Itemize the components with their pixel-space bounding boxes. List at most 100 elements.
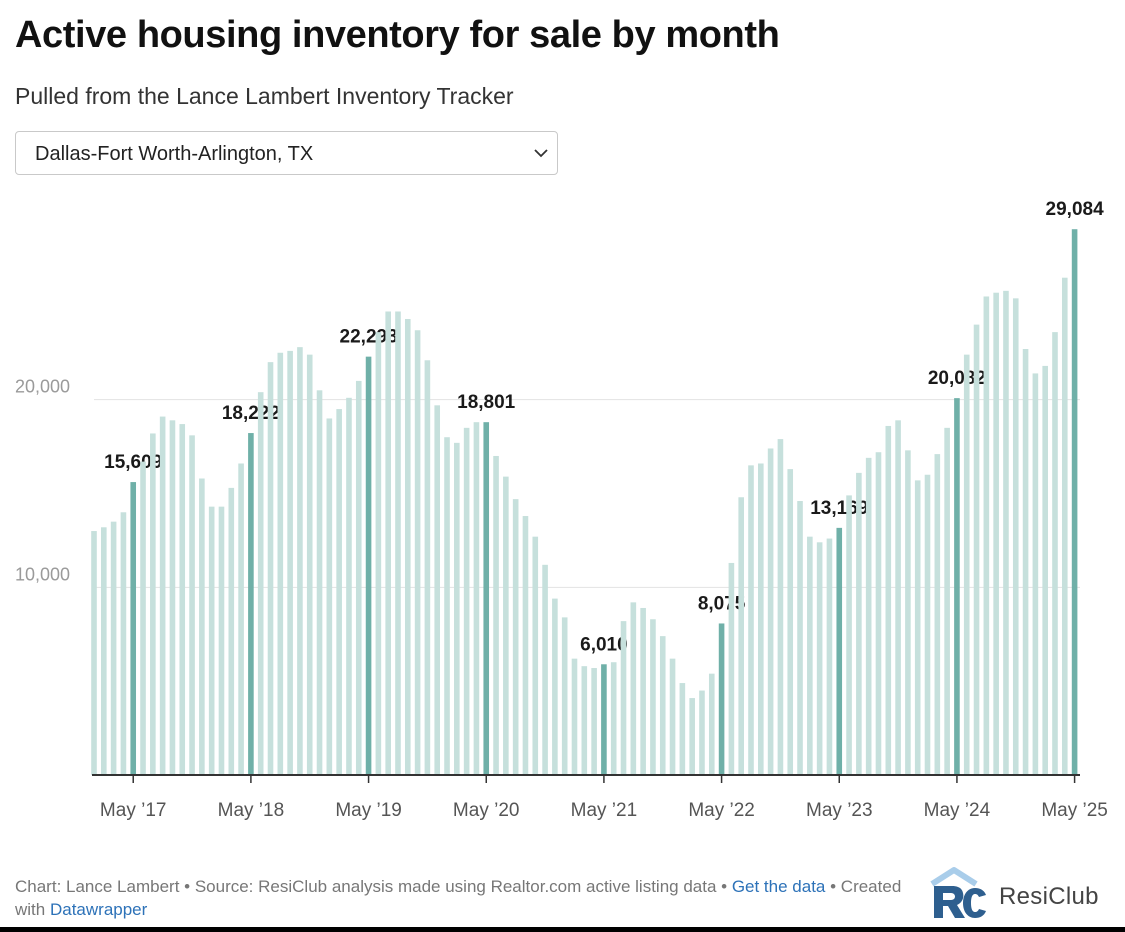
- data-label: 18,222: [222, 403, 280, 424]
- data-label: 18,801: [457, 392, 516, 413]
- highlight-bar: [601, 664, 607, 775]
- bar: [1012, 298, 1019, 775]
- x-tick-label: May ’17: [100, 800, 167, 821]
- bar: [738, 497, 744, 775]
- chevron-down-icon: [533, 145, 549, 166]
- bar: [355, 380, 362, 775]
- bar: [375, 332, 382, 775]
- bar: [610, 662, 617, 775]
- chart-footer: Chart: Lance Lambert • Source: ResiClub …: [15, 875, 905, 921]
- bar: [816, 542, 823, 775]
- data-label: 13,169: [810, 498, 868, 519]
- bar: [101, 527, 107, 775]
- bar: [189, 435, 195, 775]
- bar: [914, 480, 921, 775]
- bar: [797, 501, 803, 775]
- bar: [120, 512, 127, 775]
- bar: [777, 439, 784, 775]
- bar: [630, 602, 637, 775]
- x-tick-label: May ’19: [335, 800, 402, 821]
- bar: [983, 296, 990, 775]
- bar: [787, 469, 794, 775]
- bar: [287, 350, 293, 775]
- bar: [708, 673, 715, 775]
- get-the-data-link[interactable]: Get the data: [731, 877, 826, 896]
- highlight-bar: [836, 527, 843, 775]
- bar: [748, 465, 754, 775]
- bar: [905, 450, 911, 775]
- datawrapper-link[interactable]: Datawrapper: [49, 900, 148, 919]
- bar: [404, 318, 411, 775]
- bar: [532, 536, 539, 775]
- bar: [875, 452, 882, 775]
- chart-subtitle: Pulled from the Lance Lambert Inventory …: [15, 83, 514, 109]
- bar: [973, 324, 980, 775]
- bar: [395, 311, 401, 775]
- highlight-bar: [130, 482, 137, 775]
- bar: [767, 448, 774, 775]
- bar: [463, 427, 470, 775]
- metro-select-value: Dallas-Fort Worth-Arlington, TX: [35, 143, 314, 165]
- bar: [1042, 365, 1048, 775]
- bar: [228, 487, 235, 775]
- bar: [512, 499, 519, 775]
- bar: [218, 506, 225, 775]
- x-tick-label: May ’24: [924, 800, 991, 821]
- bar: [434, 405, 441, 775]
- bar: [159, 416, 166, 775]
- data-label: 29,084: [1046, 199, 1105, 220]
- x-tick-label: May ’23: [806, 800, 873, 821]
- x-tick-label: May ’20: [453, 800, 520, 821]
- bar: [846, 495, 852, 775]
- bar: [150, 433, 156, 775]
- bar: [669, 658, 676, 775]
- bar: [169, 420, 176, 775]
- bottom-rule: [0, 927, 1125, 932]
- bar: [336, 409, 342, 775]
- bar: [934, 454, 941, 775]
- bar: [650, 619, 656, 775]
- bar: [503, 476, 509, 775]
- bar: [591, 668, 597, 775]
- bar: [91, 531, 97, 775]
- bar: [267, 362, 274, 775]
- footer-middle-text: • Created with: [15, 877, 902, 919]
- y-tick-label: 20,000: [15, 377, 70, 397]
- bar: [1032, 373, 1039, 775]
- bar: [679, 683, 686, 775]
- bar: [542, 564, 548, 775]
- bar: [865, 457, 872, 775]
- bar: [1061, 277, 1068, 775]
- bar: [1052, 332, 1058, 775]
- bar: [110, 521, 117, 775]
- bar: [208, 506, 215, 775]
- bar: [473, 422, 480, 775]
- bar: [581, 666, 588, 775]
- bar: [571, 658, 578, 775]
- bar: [414, 330, 421, 775]
- bar: [552, 598, 558, 775]
- metro-select[interactable]: Dallas-Fort Worth-Arlington, TX: [15, 131, 558, 175]
- bar: [385, 311, 391, 775]
- bar: [885, 425, 892, 775]
- bar: [640, 607, 646, 775]
- bar: [944, 427, 950, 775]
- bar: [346, 397, 352, 775]
- data-label: 6,010: [580, 634, 628, 655]
- bar: [179, 424, 186, 775]
- chart-title: Active housing inventory for sale by mon…: [15, 14, 780, 56]
- bar: [140, 461, 146, 775]
- bar: [620, 621, 627, 775]
- bar: [561, 617, 568, 775]
- bar: [699, 690, 705, 775]
- bar: [963, 354, 970, 775]
- data-label: 22,293: [340, 327, 398, 348]
- resiclub-logo-icon: [928, 864, 990, 925]
- bar: [807, 536, 813, 775]
- bar: [306, 354, 313, 775]
- bar: [826, 538, 833, 775]
- resiclub-brand-name: ResiClub: [999, 883, 1099, 910]
- bar: [659, 636, 666, 775]
- highlight-bar: [718, 623, 725, 775]
- bar: [856, 472, 862, 775]
